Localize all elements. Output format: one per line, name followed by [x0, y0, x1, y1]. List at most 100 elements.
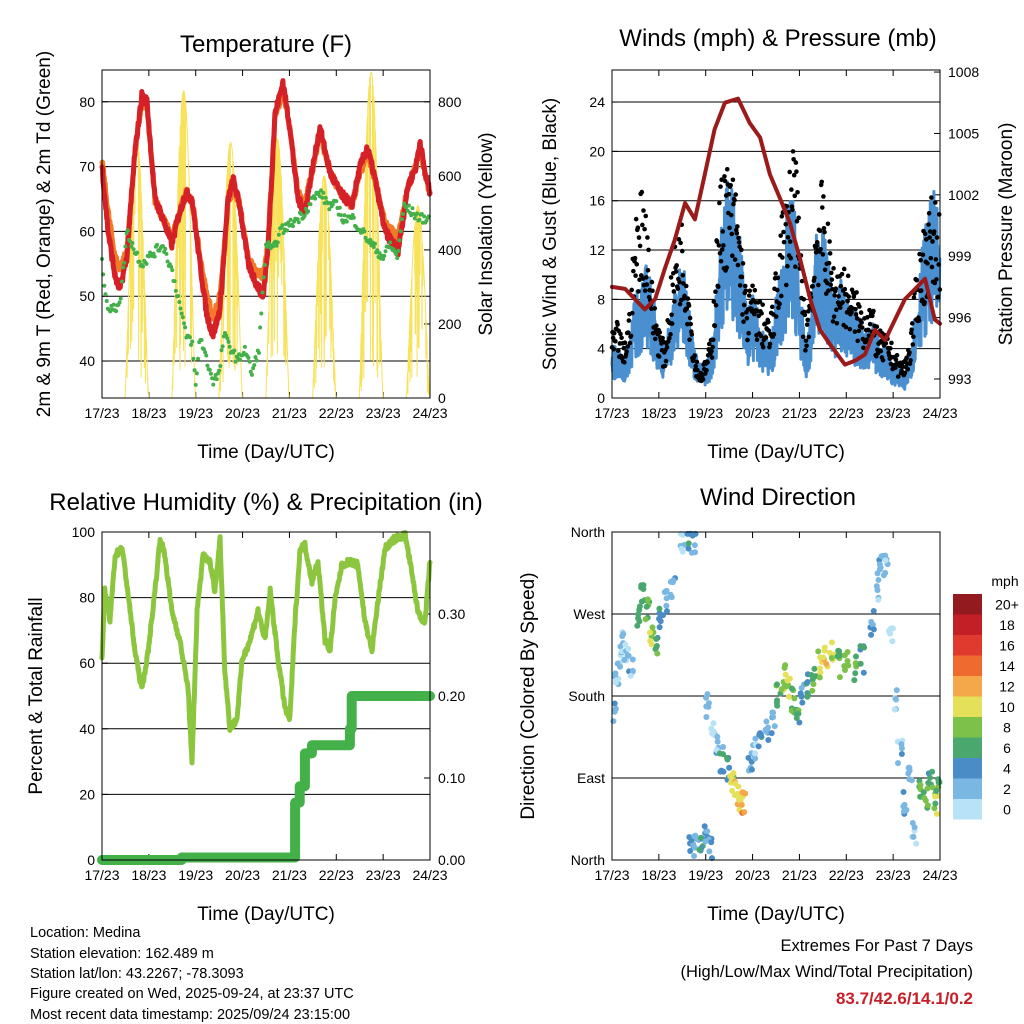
gust-dot — [731, 201, 736, 207]
gust-dot — [706, 341, 712, 347]
direction-dot — [789, 685, 796, 692]
gust-dot — [853, 306, 858, 312]
colorbar-label: 16 — [999, 637, 1015, 653]
gust-dot — [621, 345, 627, 351]
y-axis-label: Direction (Colored By Speed) — [518, 572, 539, 819]
gust-dot — [737, 283, 743, 288]
dewpoint-dot — [130, 240, 135, 245]
y-tick-label: 40 — [79, 721, 95, 737]
dewpoint-dot — [218, 363, 223, 368]
gust-dot — [750, 283, 755, 289]
dewpoint-dot — [261, 275, 266, 280]
gust-dot — [852, 329, 858, 334]
dewpoint-dot — [131, 247, 136, 252]
direction-dot — [924, 785, 931, 792]
direction-dot — [691, 852, 698, 859]
dewpoint-dot — [204, 353, 209, 358]
direction-dot — [808, 672, 815, 679]
gust-dot — [900, 364, 906, 370]
colorbar-swatch — [953, 737, 982, 758]
y-axis-right-label: Station Pressure (Maroon) — [996, 123, 1017, 346]
gust-dot — [787, 169, 792, 175]
gust-dot — [781, 229, 786, 235]
direction-dot — [752, 735, 759, 742]
gust-dot — [758, 333, 764, 339]
direction-dot — [929, 784, 936, 791]
direction-dot — [793, 714, 800, 721]
gust-dot — [918, 288, 924, 293]
dewpoint-dot — [225, 336, 230, 341]
gust-dot — [678, 240, 683, 246]
gust-dot — [778, 233, 783, 238]
gust-dot — [629, 310, 635, 316]
dewpoint-dot — [172, 279, 177, 284]
dewpoint-dot — [383, 249, 388, 254]
direction-dot — [796, 719, 803, 726]
dewpoint-dot — [319, 188, 324, 193]
direction-dot — [920, 789, 927, 796]
y-tick-label: 20 — [79, 786, 95, 802]
gust-dot — [717, 200, 722, 206]
direction-dot — [786, 675, 793, 682]
gust-dot — [736, 240, 742, 245]
direction-dot — [844, 648, 851, 655]
dewpoint-dot — [399, 217, 404, 222]
direction-dot — [714, 738, 721, 745]
dewpoint-dot — [406, 203, 411, 208]
direction-dot — [638, 582, 645, 589]
dewpoint-dot — [155, 242, 160, 247]
gust-dot — [783, 221, 789, 227]
direction-dot — [646, 629, 653, 636]
dewpoint-dot — [402, 201, 407, 206]
dewpoint-dot — [372, 241, 377, 246]
gust-dot — [714, 239, 720, 245]
dewpoint-dot — [302, 213, 307, 218]
gust-dot — [771, 331, 777, 337]
gust-dot — [933, 257, 939, 262]
gust-dot — [849, 309, 854, 315]
dewpoint-dot — [417, 217, 422, 222]
dewpoint-dot — [299, 211, 304, 216]
dewpoint-dot — [422, 214, 427, 219]
direction-dot — [931, 805, 938, 812]
colorbar-swatch — [953, 614, 982, 635]
direction-dot — [816, 674, 823, 681]
gust-dot — [740, 261, 746, 266]
gust-dot — [821, 226, 827, 231]
direction-dot — [852, 670, 859, 677]
y-right-tick-label: 200 — [438, 316, 462, 332]
gust-dot — [804, 322, 810, 327]
direction-dot — [778, 686, 785, 693]
extremes-box: Extremes For Past 7 Days (High/Low/Max W… — [680, 937, 973, 1008]
y-tick-label: North — [571, 852, 605, 868]
gust-dot — [870, 313, 875, 319]
dewpoint-dot — [176, 294, 181, 299]
dewpoint-dot — [290, 224, 295, 229]
y-right-tick-label: 1002 — [948, 187, 979, 203]
direction-dot — [756, 731, 763, 738]
dewpoint-dot — [388, 240, 393, 245]
direction-dot — [845, 662, 852, 669]
gust-dot — [677, 301, 683, 307]
gust-dot — [625, 344, 631, 349]
direction-dot — [932, 793, 939, 800]
direction-dot — [610, 718, 617, 725]
gust-dot — [911, 334, 916, 340]
dewpoint-dot — [275, 240, 280, 245]
gust-dot — [643, 213, 649, 219]
direction-dot — [670, 577, 677, 584]
direction-dot — [755, 743, 762, 750]
gust-dot — [927, 229, 933, 234]
dewpoint-dot — [296, 220, 301, 225]
gust-dot — [936, 212, 942, 217]
gust-dot — [677, 279, 682, 285]
direction-dot — [836, 674, 843, 681]
gust-dot — [929, 195, 934, 200]
gust-dot — [669, 312, 674, 318]
dewpoint-dot — [323, 195, 328, 200]
gust-dot — [779, 214, 785, 219]
x-axis-label: Time (Day/UTC) — [197, 442, 335, 463]
direction-dot — [685, 540, 692, 547]
x-tick-label: 18/23 — [131, 867, 166, 883]
